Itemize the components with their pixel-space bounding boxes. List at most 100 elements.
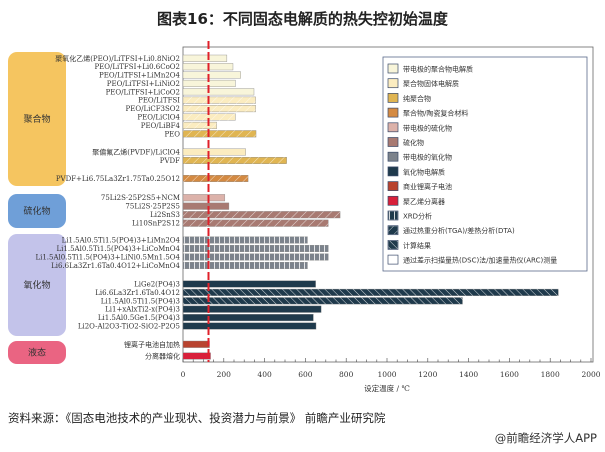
bar [182,280,316,288]
legend-swatch [387,181,399,191]
bar-label: Li1.5Al0.5Ti1.5(PO4)3+LiNi0.5Mn1.5O4 [35,254,180,262]
legend-label: 带电极的氧化物 [403,153,452,162]
bar [182,194,226,202]
bar-pattern [183,122,217,129]
bar [182,305,322,313]
category-box-1 [8,194,66,228]
bar-label: 分离器熔化 [145,352,180,361]
bar-label: 75Li2S·25P2S5+NCM [101,194,180,202]
x-tick-label: 1200 [418,370,437,379]
legend-label: 聚乙烯分离器 [403,197,445,206]
legend-label: 纯聚合物 [403,94,431,103]
bar-label: PEO/LiBF4 [141,122,181,130]
chart-title: 图表16：不同固态电解质的热失控初始温度 [157,10,448,28]
bar [182,54,228,62]
bar-label: PEO/LiTFSI [138,97,180,105]
x-tick-label: 1600 [500,370,519,379]
bar [182,352,211,360]
legend-swatch [387,63,399,74]
x-tick-label: 1800 [541,370,560,379]
x-tick-label: 0 [181,370,186,379]
bar [182,340,210,348]
bar-pattern [183,113,236,121]
bar-label: LiGe2(PO4)3 [134,281,180,289]
legend-box [382,56,588,272]
legend-label: 商业锂离子电池 [403,182,452,191]
bar [182,88,255,96]
bar-label: PEO [164,130,180,138]
legend-label: XRD分析 [403,212,432,221]
category-box-0 [8,52,66,186]
bar-label: PEO/LiTFSI+LiCoO2 [106,88,180,96]
category-label: 硫化物 [23,205,50,217]
legend-label: 聚合物/陶瓷复合材料 [403,109,468,118]
bar-pattern [183,130,257,138]
bar-label: Li1.5Al0.5Ge1.5(PO4)3 [98,314,180,322]
bar-label: Li2SnS3 [150,211,180,219]
bar-pattern [183,289,559,296]
bar-pattern [183,262,308,269]
bar-label: PEO/LiTFSI+Li0.6CoO2 [94,63,180,71]
bar-pattern [183,157,287,164]
bar-label: Li1.5Al0.5Ti1.5(PO4)3+LiMn2O4 [62,237,181,245]
x-tick-label: 800 [339,370,354,379]
bar-pattern [183,297,463,305]
bar-label: 75Li2S·25P2S5 [125,203,180,211]
legend-swatch [387,78,399,89]
legend-swatch-pattern [388,226,398,235]
bar-pattern [183,219,329,227]
category-box-2 [8,234,66,336]
legend-swatch [387,151,399,162]
bar [182,202,230,210]
bar-label: 锂离子电池自加热 [124,340,180,349]
bar-pattern [183,211,341,218]
bar-label: Li1+xAlxTi2-x(PO4)3 [105,306,180,314]
bar-label: Li6.6La3Zr1.6Ta0.4O12 [95,289,180,297]
legend-swatch [387,107,399,118]
legend-label: 计算结果 [403,241,431,250]
bar [182,314,314,322]
bar-pattern [183,253,329,261]
legend-swatch-pattern [388,240,398,249]
bar-label: Li6.6La3Zr1.6Ta0.4O12+LiCoMnO4 [51,262,180,270]
bar-pattern [183,175,249,182]
bar-label: Li1.5Al0.5Ti1.5(PO4)3+LiCoMnO4 [57,245,181,253]
bar-label: PEO/LiClO4 [137,114,180,122]
x-tick-label: 400 [257,370,272,379]
category-label: 氧化物 [23,279,50,291]
legend-label: 通过热重分析(TGA)/差热分析(DTA) [403,226,515,235]
category-label: 聚合物 [23,113,50,125]
legend-swatch [387,254,399,265]
bar [182,71,241,79]
legend-swatch [387,166,399,177]
bar-pattern [183,105,256,112]
legend-label: 氧化物电解质 [403,167,445,176]
category-label: 液态 [28,347,46,359]
x-tick-label: 1400 [459,370,478,379]
legend-swatch [387,93,399,103]
category-box-3 [8,341,66,364]
bar-label: PVDF+Li6.75La3Zr1.75Ta0.25O12 [56,175,180,183]
bar-label: PVDF [160,157,180,165]
legend-label: 聚合物固体电解质 [403,79,459,88]
x-tick-label: 600 [298,370,313,379]
bar-label: 聚偏氟乙烯(PVDF)/LiClO4 [92,148,180,157]
bar [182,322,317,330]
bar-pattern [183,96,256,104]
bar-label: PEO/LiTFSI+LiMn2O4 [99,72,181,80]
bar-pattern [183,236,308,244]
x-axis-label: 设定温度 / ℃ [364,383,410,393]
bar [182,148,246,156]
bar-label: PEO/LiCF3SO2 [126,105,180,113]
legend-swatch-pattern [388,211,398,220]
legend-label: 通过差示扫描量热(DSC)法/加速量热仪(ARC)测量 [403,256,557,265]
legend-swatch [387,137,399,147]
legend-label: 带电极的聚合物电解质 [403,65,473,74]
legend-label: 硫化物 [403,138,424,147]
bar-pattern [183,245,329,252]
bar-label: 聚氧化乙烯(PEO)/LiTFSI+Li0.8NiO2 [55,54,180,63]
bar-label: Li2O-Al2O3-TiO2-SiO2-P2O5 [78,323,180,331]
bar-label: Li1.5Al0.5Ti1.5(PO4)3 [101,297,180,305]
x-tick-label: 2000 [581,370,600,379]
